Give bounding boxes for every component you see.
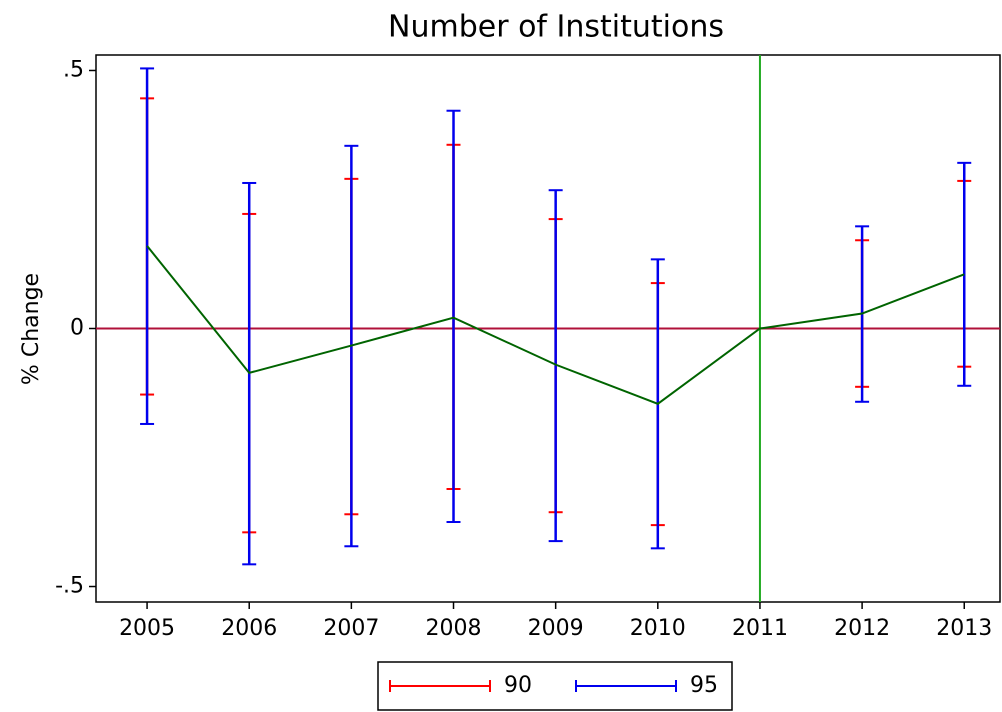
x-tick-label: 2009: [528, 616, 584, 641]
y-tick-label: -.5: [55, 574, 84, 599]
x-tick-label: 2012: [834, 616, 890, 641]
y-axis-label: % Change: [19, 273, 44, 385]
x-tick-label: 2010: [630, 616, 686, 641]
line-series: [146, 245, 965, 405]
x-tick-label: 2006: [221, 616, 277, 641]
x-tick-label: 2008: [426, 616, 482, 641]
x-tick-label: 2013: [936, 616, 992, 641]
x-tick-label: 2005: [119, 616, 175, 641]
legend-label: 90: [504, 673, 532, 698]
x-tick-label: 2011: [732, 616, 788, 641]
legend-label: 95: [690, 673, 718, 698]
x-tick-label: 2007: [323, 616, 379, 641]
chart-title: Number of Institutions: [388, 10, 724, 45]
y-tick-label: 0: [70, 316, 84, 341]
y-tick-label: .5: [63, 57, 84, 82]
